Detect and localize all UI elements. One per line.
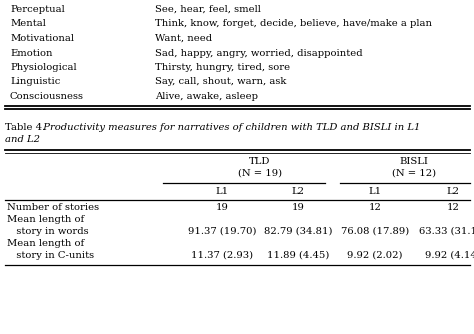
Text: L1: L1 (216, 186, 228, 195)
Text: L1: L1 (368, 186, 382, 195)
Text: Think, know, forget, decide, believe, have/make a plan: Think, know, forget, decide, believe, ha… (155, 19, 432, 28)
Text: Mean length of: Mean length of (7, 239, 84, 248)
Text: 91.37 (19.70): 91.37 (19.70) (188, 226, 256, 235)
Text: Emotion: Emotion (10, 48, 53, 57)
Text: 12: 12 (447, 202, 459, 211)
Text: Linguistic: Linguistic (10, 77, 60, 87)
Text: L2: L2 (292, 186, 304, 195)
Text: Sad, happy, angry, worried, disappointed: Sad, happy, angry, worried, disappointed (155, 48, 363, 57)
Text: and L2: and L2 (5, 136, 40, 145)
Text: Say, call, shout, warn, ask: Say, call, shout, warn, ask (155, 77, 286, 87)
Text: Number of stories: Number of stories (7, 202, 99, 211)
Text: See, hear, feel, smell: See, hear, feel, smell (155, 5, 261, 14)
Text: 63.33 (31.11): 63.33 (31.11) (419, 226, 474, 235)
Text: TLD: TLD (249, 158, 271, 167)
Text: Physiological: Physiological (10, 63, 77, 72)
Text: 9.92 (2.02): 9.92 (2.02) (347, 250, 403, 260)
Text: 11.37 (2.93): 11.37 (2.93) (191, 250, 253, 260)
Text: Productivity measures for narratives of children with TLD and BISLI in L1: Productivity measures for narratives of … (37, 124, 420, 133)
Text: (N = 12): (N = 12) (392, 168, 436, 177)
Text: Mean length of: Mean length of (7, 215, 84, 224)
Text: BISLI: BISLI (400, 158, 428, 167)
Text: Table 4.: Table 4. (5, 124, 45, 133)
Text: 76.08 (17.89): 76.08 (17.89) (341, 226, 409, 235)
Text: 12: 12 (369, 202, 382, 211)
Text: L2: L2 (447, 186, 459, 195)
Text: story in C-units: story in C-units (7, 250, 94, 260)
Text: 11.89 (4.45): 11.89 (4.45) (267, 250, 329, 260)
Text: Perceptual: Perceptual (10, 5, 65, 14)
Text: Want, need: Want, need (155, 34, 212, 43)
Text: (N = 19): (N = 19) (238, 168, 282, 177)
Text: 82.79 (34.81): 82.79 (34.81) (264, 226, 332, 235)
Text: 9.92 (4.14): 9.92 (4.14) (425, 250, 474, 260)
Text: Mental: Mental (10, 19, 46, 28)
Text: story in words: story in words (7, 226, 89, 235)
Text: 19: 19 (292, 202, 304, 211)
Text: 19: 19 (216, 202, 228, 211)
Text: Consciousness: Consciousness (10, 92, 84, 101)
Text: Alive, awake, asleep: Alive, awake, asleep (155, 92, 258, 101)
Text: Motivational: Motivational (10, 34, 74, 43)
Text: Thirsty, hungry, tired, sore: Thirsty, hungry, tired, sore (155, 63, 290, 72)
